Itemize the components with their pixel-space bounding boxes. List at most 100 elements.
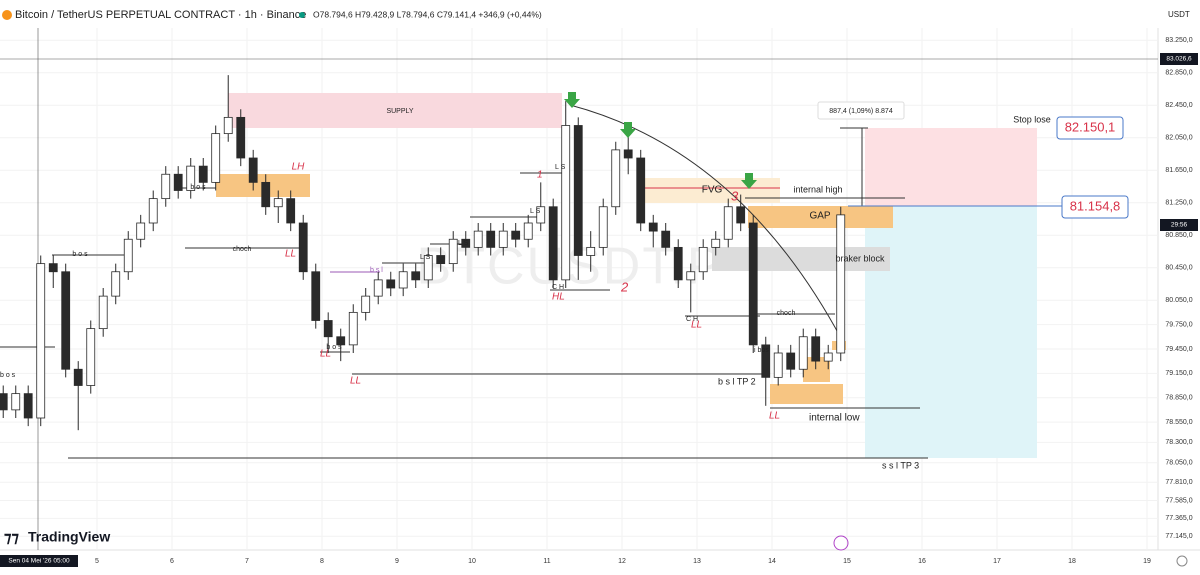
- annotation: b s l TP 2: [718, 376, 756, 386]
- event-icon[interactable]: [833, 535, 849, 551]
- annotation: 3: [731, 188, 739, 203]
- structure-lines: [0, 104, 928, 459]
- candle-body: [548, 206, 558, 281]
- y-tick-label: 77.145,0: [1165, 533, 1192, 540]
- candle-body: [323, 320, 333, 338]
- x-tick-label: 14: [768, 558, 776, 565]
- candle-body: [48, 263, 58, 273]
- annotation: C H: [552, 284, 564, 291]
- candle-body: [748, 222, 758, 346]
- small-zone: [770, 384, 843, 404]
- annotation: SUPPLY: [386, 108, 413, 115]
- y-tick-label: 80.450,0: [1165, 265, 1192, 272]
- brand[interactable]: TradingView: [28, 529, 110, 545]
- y-tick-label: 77.365,0: [1165, 515, 1192, 522]
- annotation: C H: [686, 316, 698, 323]
- countdown-badge: [1160, 219, 1198, 231]
- x-tick-label: 12: [618, 558, 626, 565]
- annotation: GAP: [809, 211, 830, 222]
- curve: [569, 104, 843, 341]
- candle-body: [623, 149, 633, 159]
- cursor-date-badge: [0, 555, 78, 567]
- candle-body: [411, 271, 421, 281]
- x-tick-label: 19: [1143, 558, 1151, 565]
- candle-body: [386, 279, 396, 289]
- y-tick-label: 79.750,0: [1165, 321, 1192, 328]
- annotation: HL: [552, 292, 565, 303]
- settings-icon[interactable]: [1176, 555, 1188, 567]
- arrow: [564, 92, 580, 108]
- annotation: 82.150,1: [1065, 119, 1116, 134]
- arrow: [741, 173, 757, 189]
- candle-body: [598, 206, 608, 248]
- candle-body: [761, 344, 771, 378]
- symbol-title[interactable]: Bitcoin / TetherUS PERPETUAL CONTRACT · …: [15, 9, 306, 21]
- currency[interactable]: USDT: [1168, 10, 1190, 19]
- candle-body: [148, 198, 158, 224]
- candle-body: [198, 165, 208, 183]
- candle-body: [223, 116, 233, 135]
- candle-body: [161, 173, 171, 200]
- annotation: L S: [555, 164, 566, 171]
- gap-zone: [748, 206, 893, 228]
- candle-body: [723, 206, 733, 240]
- candle-body: [573, 125, 583, 256]
- annotation: braker block: [835, 253, 885, 263]
- x-tick-label: 17: [993, 558, 1001, 565]
- candle-body: [11, 393, 21, 411]
- candle-body: [773, 352, 783, 378]
- cursor-price: 83.026,6: [1166, 56, 1192, 63]
- y-tick-label: 78.550,0: [1165, 419, 1192, 426]
- candle-body: [311, 271, 321, 321]
- brand-mark: ⁊⁊: [4, 529, 19, 546]
- candle-body: [836, 214, 846, 354]
- candle-body: [611, 149, 621, 208]
- y-tick-label: 80.850,0: [1165, 232, 1192, 239]
- candle-body: [336, 336, 346, 346]
- annotation: 887,4 (1,09%) 8.874: [829, 108, 893, 115]
- cursor-date: Sen 04 Mei '26 05:00: [8, 558, 70, 565]
- countdown: 29:56: [1171, 222, 1188, 229]
- arrow: [620, 122, 636, 138]
- candle-body: [698, 246, 708, 273]
- candle-body: [448, 238, 458, 265]
- candle-body: [786, 352, 796, 370]
- candle-body: [398, 271, 408, 289]
- candle-body: [686, 271, 696, 281]
- candle-body: [736, 206, 746, 224]
- candle-body: [486, 230, 496, 248]
- annotation: s s l TP 3: [882, 460, 919, 470]
- candle-body: [123, 238, 133, 273]
- y-tick-label: 77.585,0: [1165, 497, 1192, 504]
- annotation: internal high: [793, 184, 842, 194]
- y-tick-label: 81.250,0: [1165, 200, 1192, 207]
- candle-body: [98, 295, 108, 330]
- candle-body: [523, 222, 533, 240]
- annotation: LL: [285, 249, 296, 260]
- candle-body: [811, 336, 821, 362]
- cursor-price-badge: [1160, 53, 1198, 65]
- x-tick-label: 13: [693, 558, 701, 565]
- candle-body: [436, 255, 446, 265]
- annotation: internal low: [809, 413, 860, 424]
- braker-block-zone: [712, 247, 890, 271]
- coin-icon: [2, 10, 12, 20]
- candle-body: [298, 222, 308, 273]
- y-tick-label: 78.850,0: [1165, 395, 1192, 402]
- y-tick-label: 77.810,0: [1165, 479, 1192, 486]
- annotation: 1: [537, 170, 543, 181]
- annotation: 81.154,8: [1070, 198, 1121, 213]
- annotation: b s l: [370, 267, 383, 274]
- x-tick-label: 11: [543, 558, 550, 565]
- y-tick-label: 82.850,0: [1165, 70, 1192, 77]
- y-tick-label: 82.450,0: [1165, 102, 1192, 109]
- candle-body: [286, 198, 296, 224]
- candle-body: [73, 368, 83, 386]
- candle-body: [586, 246, 596, 256]
- annotation: L S: [458, 240, 469, 247]
- y-tick-label: 81.650,0: [1165, 167, 1192, 174]
- x-tick-label: 15: [843, 558, 851, 565]
- candle-body: [361, 295, 371, 313]
- candle-body: [673, 246, 683, 281]
